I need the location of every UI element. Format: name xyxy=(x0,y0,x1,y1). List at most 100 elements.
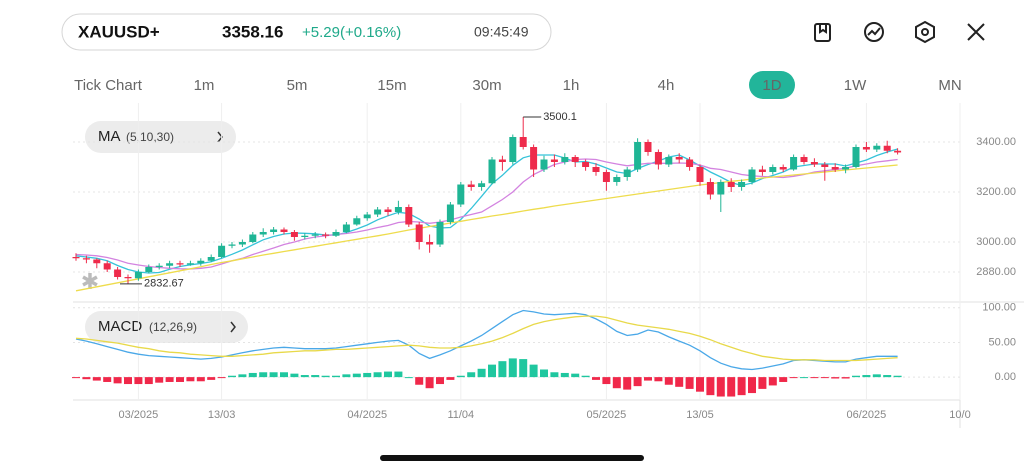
timeframe-tab[interactable]: 1D xyxy=(762,77,781,94)
macd-histogram-bar xyxy=(321,375,330,378)
candle-body xyxy=(675,157,683,160)
indicator-line xyxy=(75,315,898,362)
x-tick-label: 04/2025 xyxy=(347,409,387,421)
ma-legend[interactable] xyxy=(85,121,236,153)
macd-histogram-bar xyxy=(789,377,798,379)
candle-body xyxy=(394,207,402,212)
timeframe-tab[interactable]: Tick Chart xyxy=(74,77,143,94)
symbol-bar[interactable] xyxy=(61,13,552,51)
macd-histogram-bar xyxy=(467,372,476,378)
bookmark-icon[interactable] xyxy=(814,23,831,42)
macd-histogram-bar xyxy=(644,377,652,381)
macd-histogram-bar xyxy=(217,377,226,379)
timeframe-tab[interactable]: MN xyxy=(938,77,961,94)
candle-body xyxy=(415,224,423,242)
y-tick-label: 50.00 xyxy=(988,336,1016,348)
candle-body xyxy=(696,167,704,182)
timeframe-tab[interactable]: 15m xyxy=(377,77,406,94)
candle-body xyxy=(831,167,839,170)
candle-body xyxy=(779,167,787,170)
candle-body xyxy=(634,142,642,170)
timeframe-tab[interactable]: 4h xyxy=(658,77,675,94)
candle-body xyxy=(301,235,309,237)
timeframe-tab[interactable]: 1W xyxy=(844,77,867,94)
candle-body xyxy=(446,204,454,222)
macd-histogram-bar xyxy=(373,372,382,378)
candle-body xyxy=(686,159,694,167)
x-tick-label: 13/03 xyxy=(208,409,236,421)
candle-body xyxy=(883,145,891,151)
macd-histogram-bar xyxy=(186,377,195,382)
macd-histogram-bar xyxy=(415,377,424,385)
y-tick-label: 3200.00 xyxy=(976,186,1016,198)
indicator-line xyxy=(75,148,898,274)
indicator-icon[interactable] xyxy=(864,22,884,42)
candle-body xyxy=(488,159,496,184)
macd-histogram-bar xyxy=(831,377,840,379)
candle-body xyxy=(665,157,673,165)
macd-histogram-bar xyxy=(529,364,538,378)
macd-histogram-bar xyxy=(540,369,548,378)
candle-body xyxy=(342,224,350,232)
macd-histogram-bar xyxy=(92,377,101,381)
macd-histogram-bar xyxy=(716,377,725,397)
macd-histogram-bar xyxy=(654,377,663,382)
candle-body xyxy=(176,263,184,265)
candle-body xyxy=(800,157,808,162)
macd-histogram-bar xyxy=(144,377,153,385)
change: +5.29(+0.16%) xyxy=(302,24,401,41)
candle-body xyxy=(259,232,267,235)
candle-body xyxy=(738,182,746,187)
candle-body xyxy=(290,232,298,237)
macd-label: MACD xyxy=(98,318,142,335)
candle-body xyxy=(810,162,818,165)
candle-body xyxy=(894,150,902,153)
y-tick-label: 100.00 xyxy=(982,302,1016,314)
candle-body xyxy=(228,244,236,246)
candle-body xyxy=(842,167,850,170)
macd-histogram-bar xyxy=(602,377,611,385)
settings-icon[interactable] xyxy=(915,20,935,44)
candle-body xyxy=(530,147,538,170)
candle-body xyxy=(322,234,330,236)
candle-body xyxy=(727,182,735,187)
candle-body xyxy=(592,167,600,172)
y-tick-label: 3000.00 xyxy=(976,236,1016,248)
macd-histogram-bar xyxy=(820,377,829,379)
macd-histogram-bar xyxy=(384,371,392,378)
candle-body xyxy=(654,152,662,165)
timeframe-tab[interactable]: 5m xyxy=(287,77,308,94)
x-tick-label: 06/2025 xyxy=(847,409,887,421)
candle-body xyxy=(280,229,288,232)
candle-body xyxy=(769,167,777,172)
macd-histogram-bar xyxy=(446,377,455,380)
macd-histogram-bar xyxy=(248,372,257,378)
candle-body xyxy=(644,142,652,152)
tab-selected-bg[interactable] xyxy=(749,71,795,99)
candle-body xyxy=(197,260,205,264)
macd-histogram-bar xyxy=(862,375,871,378)
candle-body xyxy=(353,218,361,225)
x-tick-label: 10/0 xyxy=(949,409,970,421)
macd-histogram-bar xyxy=(508,358,517,378)
timeframe-tab[interactable]: 1m xyxy=(194,77,215,94)
macd-histogram-bar xyxy=(155,377,164,383)
y-tick-label: 2880.00 xyxy=(976,266,1016,278)
macd-histogram-bar xyxy=(779,377,788,382)
x-tick-label: 13/05 xyxy=(686,409,714,421)
macd-histogram-bar xyxy=(165,377,174,382)
macd-legend[interactable] xyxy=(85,311,248,343)
macd-histogram-bar xyxy=(685,377,694,389)
close-icon[interactable] xyxy=(967,23,985,41)
macd-histogram-bar xyxy=(800,377,808,379)
timeframe-tab[interactable]: 30m xyxy=(472,77,501,94)
candle-body xyxy=(748,169,756,182)
x-tick-label: 05/2025 xyxy=(587,409,627,421)
candle-body xyxy=(207,257,215,261)
timeframe-tab[interactable]: 1h xyxy=(563,77,580,94)
macd-histogram-bar xyxy=(883,375,892,378)
macd-histogram-bar xyxy=(280,372,288,378)
macd-histogram-bar xyxy=(696,377,704,392)
candle-body xyxy=(561,157,569,162)
